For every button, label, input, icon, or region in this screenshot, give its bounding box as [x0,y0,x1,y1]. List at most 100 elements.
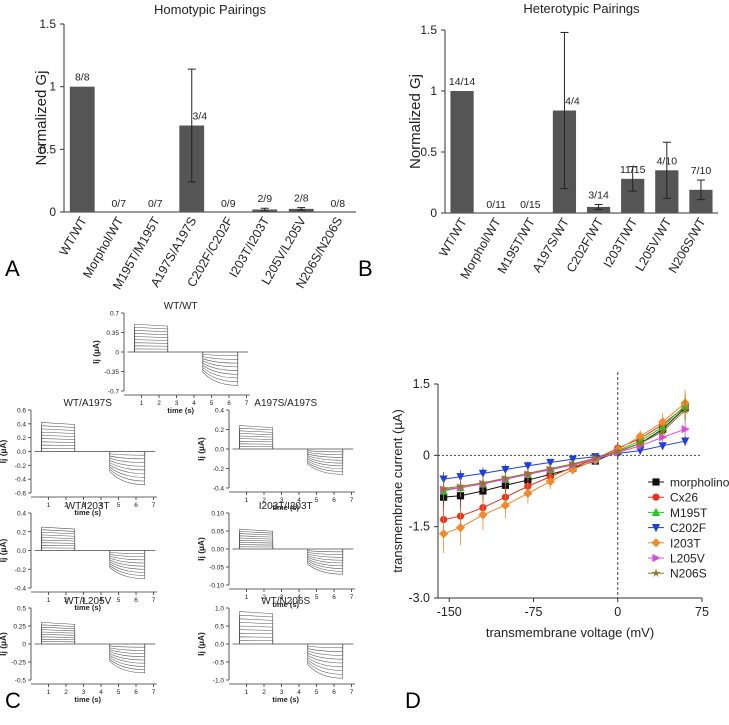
iv-xtick-label: 75 [695,605,709,619]
panel-label-a: A [5,256,20,281]
trace-line [239,435,344,464]
trace-ylabel: Ij (µA) [196,437,206,461]
trace-xtick-label: 6 [332,689,336,696]
heterotypic-bar [450,91,474,213]
trace-xtick-label: 5 [210,400,214,407]
trace-xtick-label: 2 [262,689,266,696]
iv-point-c202f [501,466,510,475]
trace-xtick-label: 6 [134,689,138,696]
trace-line [41,435,146,471]
homotypic-data-label: 8/8 [75,72,90,84]
trace-line [41,425,146,482]
iv-point-n206s [590,453,600,463]
trace-xtick-label: 5 [117,597,121,604]
homotypic-ytick-label: 0.5 [39,142,56,156]
trace-xtick-label: 1 [245,594,249,601]
trace-xtick-label: 3 [82,502,86,509]
trace-ytick-label: 0.35 [106,330,119,337]
trace-line [41,638,146,651]
trace-xtick-label: 1 [47,597,51,604]
trace-xtick-label: 5 [315,594,319,601]
trace-line [41,529,146,576]
heterotypic-bar [586,206,611,213]
panel-label-c: C [5,688,21,713]
iv-point-c202f [546,458,555,468]
trace-title-p3: A197S/A197S [254,398,317,409]
trace-line [134,330,239,379]
trace-line [41,526,146,579]
trace-ytick-label: -0.7 [108,389,120,396]
iv-series-line-m195t [443,405,686,492]
trace-line [134,323,239,386]
trace-ytick-label: -0.2 [213,466,225,473]
trace-line [41,428,146,478]
legend-marker [651,524,661,533]
trace-xtick-label: 1 [245,689,249,696]
trace-ylabel: Ij (µA) [0,632,8,656]
heterotypic-ytick-label: 1 [430,84,437,98]
legend-label: L205V [670,552,705,566]
legend-marker [651,538,661,548]
trace-ytick-label: 0.2 [17,435,26,442]
iv-point-i203t [523,488,533,498]
trace-xtick-label: 7 [152,502,156,509]
iv-point-n206s [523,468,533,478]
trace-ytick-label: -0.2 [15,567,27,574]
homotypic-data-label: 0/8 [330,198,345,210]
trace-ylabel: Ij (µA) [196,632,206,656]
trace-line [239,533,344,569]
trace-ytick-label: 1.0 [215,606,224,613]
trace-xtick-label: 7 [350,594,354,601]
trace-line [41,537,146,567]
trace-ytick-label: 0.5 [215,624,224,631]
iv-series-line-cx26 [443,406,686,521]
homotypic-data-label: 2/9 [257,193,272,205]
iv-xtick-label: -150 [437,605,462,619]
trace-title-p7: WT/N206S [261,596,310,607]
trace-line [239,537,344,564]
trace-xtick-label: 3 [175,400,179,407]
iv-point-i203t [635,431,645,441]
trace-xtick-label: 1 [47,502,51,509]
panel-label-b: B [358,256,373,281]
iv-point-i203t [545,476,555,487]
trace-xtick-label: 1 [140,400,144,407]
iv-point-n206s [568,459,578,468]
iv-point-i203t [568,465,578,475]
trace-xtick-label: 7 [152,689,156,696]
trace-xtick-label: 3 [82,689,86,696]
trace-xlabel: time (s) [272,600,299,609]
homotypic-title: Homotypic Pairings [154,2,266,17]
legend-label: Cx26 [670,491,698,505]
iv-point-i203t [455,523,466,533]
legend-label: I203T [670,536,701,550]
homotypic-ylabel: Normalized Gj [33,70,50,165]
iv-point-n206s [478,478,488,487]
trace-ytick-label: 0 [115,350,119,357]
trace-xtick-label: 6 [332,594,336,601]
trace-ytick-label: 0.4 [17,511,26,518]
trace-ytick-label: 0.6 [17,408,26,415]
trace-ytick-label: 0.0 [17,449,26,456]
trace-xtick-label: 4 [297,689,301,696]
trace-xtick-label: 5 [117,502,121,509]
trace-xtick-label: 5 [117,689,121,696]
trace-line [41,634,146,658]
legend-marker [651,507,661,516]
trace-xtick-label: 2 [157,400,161,407]
iv-ylabel: transmembrane current (µA) [390,409,405,573]
trace-ytick-label: 0.7 [110,311,119,318]
legend-marker [652,493,660,501]
trace-line [41,641,146,648]
panel-label-d: D [405,688,421,713]
trace-xtick-label: 6 [134,597,138,604]
heterotypic-bar [689,189,713,213]
homotypic-ytick-label: 1.5 [39,17,56,31]
heterotypic-ytick-label: 0 [430,206,437,220]
trace-line [41,441,146,463]
trace-title-p1: WT/WT [164,301,198,312]
legend-marker [651,568,661,578]
trace-xlabel: time (s) [74,508,101,517]
heterotypic-data-label: 0/15 [520,199,541,211]
trace-xtick-label: 3 [280,594,284,601]
